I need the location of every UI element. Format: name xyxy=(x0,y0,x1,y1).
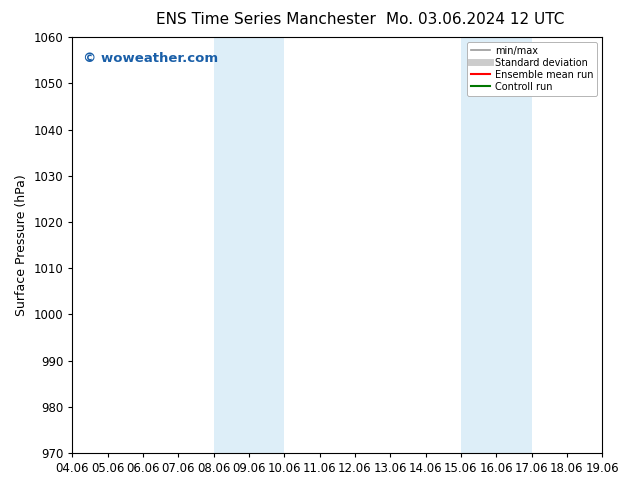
Text: © woweather.com: © woweather.com xyxy=(83,52,218,65)
Legend: min/max, Standard deviation, Ensemble mean run, Controll run: min/max, Standard deviation, Ensemble me… xyxy=(467,42,597,96)
Text: Mo. 03.06.2024 12 UTC: Mo. 03.06.2024 12 UTC xyxy=(386,12,565,27)
Y-axis label: Surface Pressure (hPa): Surface Pressure (hPa) xyxy=(15,174,28,316)
Text: ENS Time Series Manchester: ENS Time Series Manchester xyxy=(157,12,376,27)
Bar xyxy=(461,37,531,453)
Bar xyxy=(214,37,284,453)
